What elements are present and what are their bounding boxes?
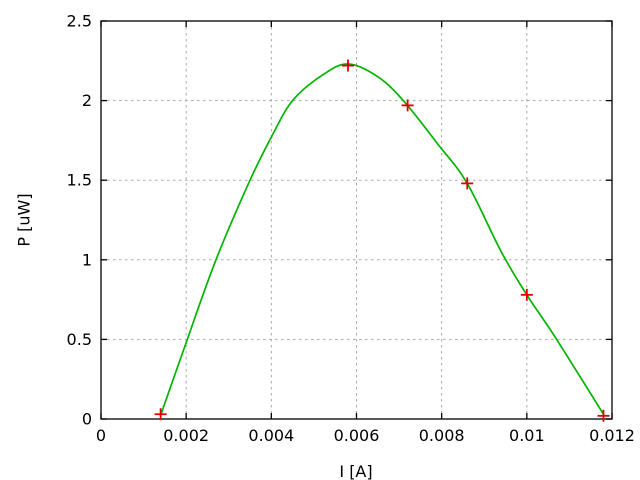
x-tick-label: 0.008 [419,426,465,445]
y-tick-label: 1 [82,250,92,269]
y-axis-label: P [uW] [14,193,34,247]
x-tick-label: 0.012 [589,426,635,445]
y-tick-label: 0 [82,410,92,429]
x-tick-label: 0.004 [248,426,294,445]
y-tick-label: 2.5 [67,12,92,31]
x-axis-label: I [A] [339,462,373,480]
y-tick-label: 0.5 [67,330,92,349]
x-tick-label: 0.002 [163,426,209,445]
x-tick-label: 0 [96,426,106,445]
x-tick-label: 0.006 [334,426,380,445]
y-tick-label: 2 [82,91,92,110]
y-tick-label: 1.5 [67,171,92,190]
model-curve [160,63,605,416]
x-tick-label: 0.01 [509,426,545,445]
plot-border [100,20,613,420]
